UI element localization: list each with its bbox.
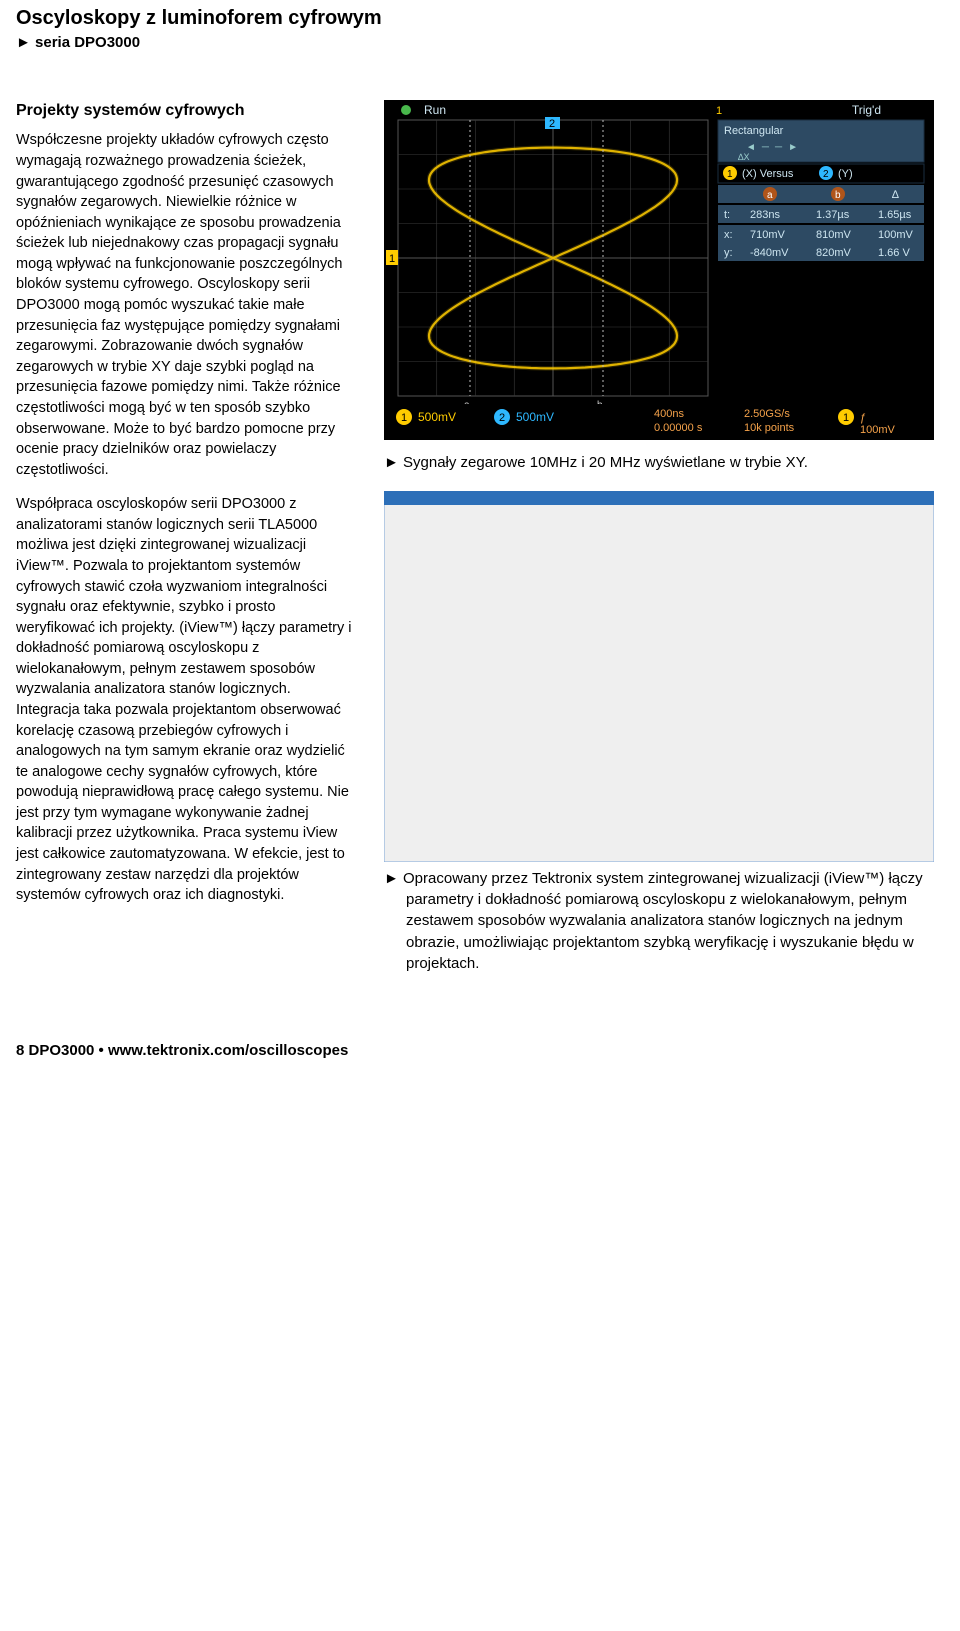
svg-text:1: 1 [401, 412, 407, 424]
svg-text:1.65µs: 1.65µs [878, 209, 912, 221]
svg-text:1: 1 [727, 169, 733, 180]
svg-text:1: 1 [716, 105, 722, 117]
svg-text:1.66 V: 1.66 V [878, 247, 910, 259]
svg-text:∆: ∆ [892, 189, 899, 201]
page-footer: 8 DPO3000 • www.tektronix.com/oscillosco… [0, 992, 960, 1071]
svg-text:(X) Versus: (X) Versus [742, 168, 794, 180]
svg-text:1.37µs: 1.37µs [816, 209, 850, 221]
left-column: Projekty systemów cyfrowych Współczesne … [16, 100, 358, 993]
svg-text:810mV: 810mV [816, 229, 852, 241]
section-heading: Projekty systemów cyfrowych [16, 100, 358, 123]
svg-text:283ns: 283ns [750, 209, 780, 221]
svg-text:Trig'd: Trig'd [852, 103, 881, 117]
svg-text:500mV: 500mV [418, 410, 456, 424]
svg-text:x:: x: [724, 229, 733, 241]
svg-text:2: 2 [499, 412, 505, 424]
svg-text:0.00000 s: 0.00000 s [654, 422, 703, 434]
paragraph-2: Współpraca oscyloskopów serii DPO3000 z … [16, 494, 358, 906]
svg-text:∆X: ∆X [738, 152, 750, 162]
svg-text:100mV: 100mV [860, 424, 896, 436]
svg-text:(Y): (Y) [838, 168, 853, 180]
svg-text:500mV: 500mV [516, 410, 554, 424]
svg-text:y:: y: [724, 247, 733, 259]
tla-waveform-figure [384, 491, 934, 862]
svg-text:10k points: 10k points [744, 422, 795, 434]
svg-text:Rectangular: Rectangular [724, 125, 784, 137]
svg-text:1: 1 [389, 253, 395, 265]
svg-text:100mV: 100mV [878, 229, 914, 241]
svg-text:-840mV: -840mV [750, 247, 789, 259]
svg-text:400ns: 400ns [654, 408, 684, 420]
right-column: Run 1 Trig'd 1 2 a b Rectangular ◄──►∆X 1 (X) Vers… [384, 100, 944, 993]
svg-text:b: b [835, 190, 841, 201]
svg-text:710mV: 710mV [750, 229, 786, 241]
oscilloscope-xy-figure: Run 1 Trig'd 1 2 a b Rectangular ◄──►∆X 1 (X) Vers… [384, 100, 934, 440]
page-header: Oscyloskopy z luminoforem cyfrowym ► ser… [0, 0, 960, 60]
svg-text:2: 2 [823, 169, 829, 180]
page-title: Oscyloskopy z luminoforem cyfrowym [16, 4, 944, 32]
page-subtitle: ► seria DPO3000 [16, 32, 944, 53]
svg-text:ƒ: ƒ [860, 412, 866, 424]
figure-1-caption: ► Sygnały zegarowe 10MHz i 20 MHz wyświe… [384, 452, 944, 473]
svg-text:a: a [767, 190, 773, 201]
content: Projekty systemów cyfrowych Współczesne … [0, 60, 960, 993]
svg-text:Run: Run [424, 103, 446, 117]
paragraph-1: Współczesne projekty układów cyfrowych c… [16, 130, 358, 480]
svg-text:◄──►: ◄──► [746, 142, 804, 153]
svg-text:820mV: 820mV [816, 247, 852, 259]
svg-text:2.50GS/s: 2.50GS/s [744, 408, 790, 420]
figure-2-caption: ► Opracowany przez Tektronix system zint… [384, 868, 944, 974]
svg-text:t:: t: [724, 209, 730, 221]
svg-text:2: 2 [549, 118, 555, 130]
svg-text:1: 1 [843, 412, 849, 424]
